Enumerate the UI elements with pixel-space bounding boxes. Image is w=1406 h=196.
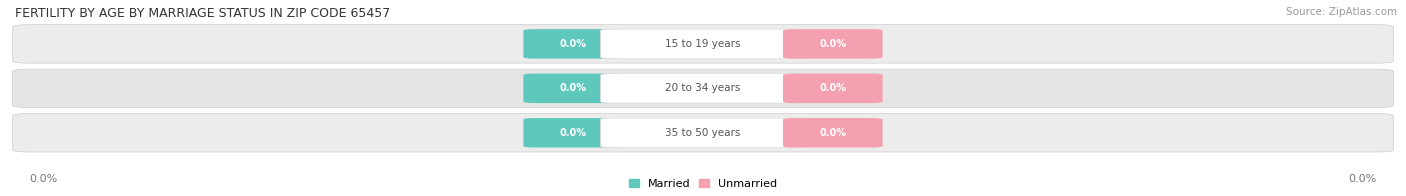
Text: 0.0%: 0.0% xyxy=(820,128,846,138)
Text: 0.0%: 0.0% xyxy=(560,39,586,49)
Text: 0.0%: 0.0% xyxy=(560,83,586,93)
FancyBboxPatch shape xyxy=(523,29,623,59)
FancyBboxPatch shape xyxy=(523,74,623,103)
Text: 0.0%: 0.0% xyxy=(820,39,846,49)
FancyBboxPatch shape xyxy=(600,118,806,148)
Text: 20 to 34 years: 20 to 34 years xyxy=(665,83,741,93)
Text: 0.0%: 0.0% xyxy=(1348,174,1376,184)
Text: 0.0%: 0.0% xyxy=(820,83,846,93)
FancyBboxPatch shape xyxy=(783,74,883,103)
FancyBboxPatch shape xyxy=(13,113,1393,152)
FancyBboxPatch shape xyxy=(600,74,806,103)
Text: 15 to 19 years: 15 to 19 years xyxy=(665,39,741,49)
Text: 35 to 50 years: 35 to 50 years xyxy=(665,128,741,138)
Text: 0.0%: 0.0% xyxy=(30,174,58,184)
FancyBboxPatch shape xyxy=(13,69,1393,108)
FancyBboxPatch shape xyxy=(523,118,623,148)
Text: FERTILITY BY AGE BY MARRIAGE STATUS IN ZIP CODE 65457: FERTILITY BY AGE BY MARRIAGE STATUS IN Z… xyxy=(15,7,391,20)
FancyBboxPatch shape xyxy=(13,25,1393,63)
FancyBboxPatch shape xyxy=(783,118,883,148)
FancyBboxPatch shape xyxy=(600,29,806,59)
Text: 0.0%: 0.0% xyxy=(560,128,586,138)
Legend: Married, Unmarried: Married, Unmarried xyxy=(630,179,776,189)
Text: Source: ZipAtlas.com: Source: ZipAtlas.com xyxy=(1286,7,1398,17)
FancyBboxPatch shape xyxy=(783,29,883,59)
